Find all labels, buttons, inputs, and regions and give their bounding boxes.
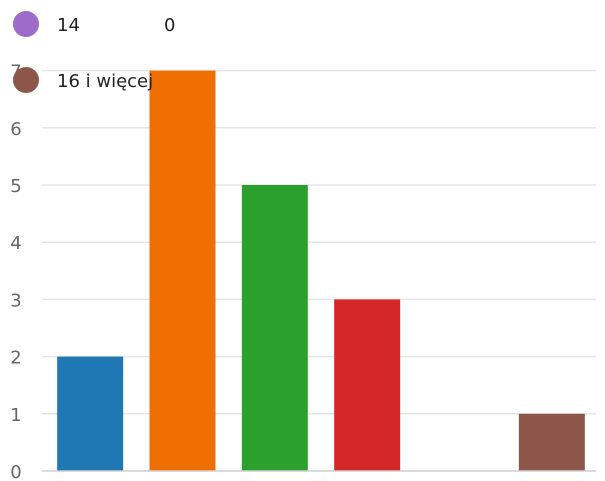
y-tick-label: 2 [10,348,21,369]
legend-entry[interactable]: 16 i więcej [13,67,153,93]
bar[interactable] [334,299,401,471]
y-tick-label: 3 [10,290,21,311]
legend-entry[interactable]: 14 0 [13,11,175,37]
bar[interactable] [57,356,124,471]
bar[interactable] [149,70,216,471]
grid-lines [42,69,596,415]
bars [57,70,585,471]
y-axis-ticks: 01234567 [10,62,21,481]
legend-marker [13,67,39,93]
legend: 14 0 16 i więcej [13,11,175,93]
y-tick-label: 1 [10,405,21,426]
legend-value: 0 [164,15,175,36]
legend-label: 14 [57,15,80,36]
y-tick-label: 6 [10,119,21,140]
bar[interactable] [518,413,585,471]
y-tick-label: 4 [10,233,21,254]
y-tick-label: 5 [10,176,21,197]
legend-label: 16 i więcej [57,71,153,92]
y-tick-label: 0 [10,462,21,481]
legend-marker [13,11,39,37]
bar[interactable] [241,185,308,471]
